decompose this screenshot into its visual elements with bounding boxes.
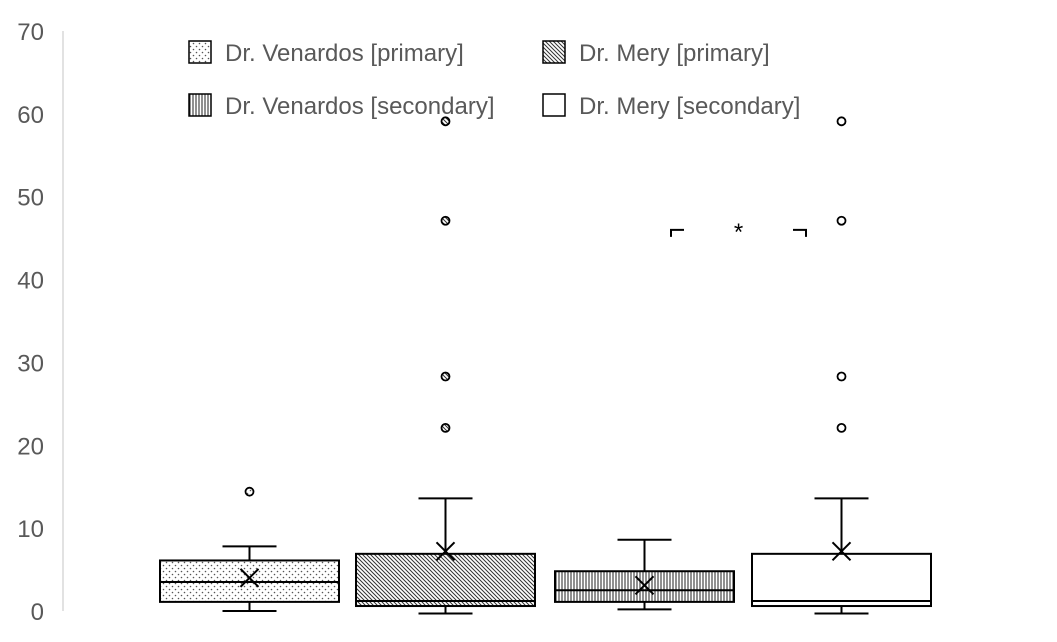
y-tick-label: 70 bbox=[17, 19, 44, 46]
outlier-point bbox=[836, 371, 847, 382]
mean-marker bbox=[831, 541, 852, 562]
mean-marker bbox=[435, 541, 456, 562]
y-axis-ticks: 0 10 20 30 40 50 60 70 bbox=[17, 19, 44, 626]
legend-label: Dr. Mery [primary] bbox=[579, 40, 770, 67]
outlier-point bbox=[440, 215, 451, 226]
box-plot-series bbox=[554, 538, 735, 611]
box-plot-series bbox=[751, 116, 932, 615]
outlier-point bbox=[836, 215, 847, 226]
y-tick-label: 10 bbox=[17, 516, 44, 543]
legend: Dr. Venardos [primary] Dr. Mery [primary]… bbox=[188, 40, 800, 120]
plot-area bbox=[159, 116, 932, 615]
legend-label: Dr. Mery [secondary] bbox=[579, 93, 800, 120]
significance-star: * bbox=[734, 219, 743, 246]
box-iqr bbox=[355, 552, 536, 608]
outlier-point bbox=[244, 486, 255, 497]
y-tick-label: 30 bbox=[17, 350, 44, 377]
outlier-point bbox=[440, 422, 451, 433]
legend-swatch bbox=[188, 40, 212, 64]
mean-marker bbox=[634, 575, 655, 596]
significance-annotation: * bbox=[670, 219, 807, 246]
y-tick-label: 20 bbox=[17, 433, 44, 460]
legend-swatch bbox=[542, 40, 566, 64]
y-tick-label: 50 bbox=[17, 185, 44, 212]
bracket-right bbox=[793, 228, 807, 237]
box-iqr bbox=[751, 552, 932, 608]
bracket-left bbox=[670, 228, 684, 237]
outlier-point bbox=[440, 371, 451, 382]
outlier-point bbox=[440, 116, 451, 127]
y-tick-label: 0 bbox=[31, 599, 44, 626]
box-plot-series bbox=[159, 486, 340, 612]
legend-swatch bbox=[542, 93, 566, 117]
y-tick-label: 40 bbox=[17, 268, 44, 295]
legend-swatch bbox=[188, 93, 212, 117]
mean-marker bbox=[239, 568, 260, 588]
outlier-point bbox=[836, 422, 847, 433]
y-tick-label: 60 bbox=[17, 102, 44, 129]
legend-label: Dr. Venardos [primary] bbox=[225, 40, 464, 67]
box-plot-series bbox=[355, 116, 536, 615]
legend-label: Dr. Venardos [secondary] bbox=[225, 93, 494, 120]
outlier-point bbox=[836, 116, 847, 127]
